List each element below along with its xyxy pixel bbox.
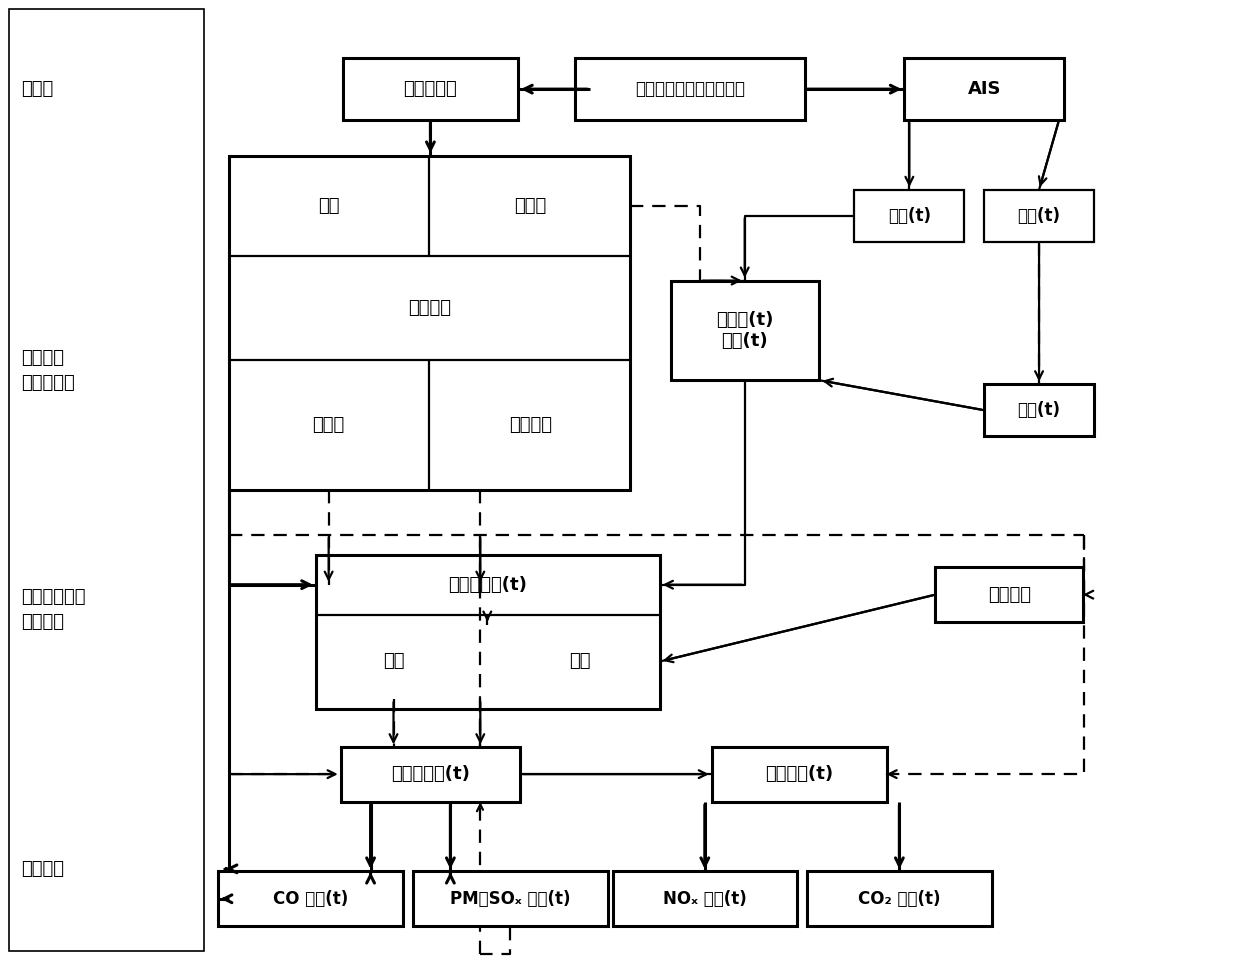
Text: 波浪(t): 波浪(t) [1018, 401, 1060, 420]
Bar [10, 10, 203, 950]
Bar [316, 555, 660, 709]
Bar [507, 624, 652, 699]
Text: 位置(t): 位置(t) [1018, 206, 1060, 225]
Bar [985, 190, 1094, 242]
Bar [435, 166, 625, 246]
Text: 燃料类型: 燃料类型 [508, 416, 552, 434]
Text: NOₓ 排放(t): NOₓ 排放(t) [663, 890, 746, 908]
Bar [234, 372, 423, 477]
Text: 海事、航道、港口等部门: 海事、航道、港口等部门 [635, 80, 745, 98]
Bar [854, 190, 965, 242]
Text: 发动机状态及
燃油消耗: 发动机状态及 燃油消耗 [21, 588, 86, 631]
Bar [413, 872, 608, 926]
Bar [935, 567, 1083, 622]
Text: PM和SOₓ 排放(t): PM和SOₓ 排放(t) [450, 890, 570, 908]
Text: 辅机: 辅机 [569, 653, 590, 670]
Text: CO₂ 排放(t): CO₂ 排放(t) [858, 890, 941, 908]
Text: 发动机负载(t): 发动机负载(t) [391, 765, 470, 783]
Bar [218, 872, 403, 926]
Text: AIS: AIS [967, 80, 1001, 98]
Text: 数据源: 数据源 [21, 80, 53, 98]
Text: 速度(t): 速度(t) [888, 206, 931, 225]
Text: 大气排放: 大气排放 [21, 860, 64, 877]
Bar [671, 280, 818, 380]
Bar [343, 59, 518, 120]
Bar [234, 166, 423, 246]
Text: 主机: 主机 [383, 653, 404, 670]
Bar [985, 384, 1094, 436]
Text: 螺旋桨: 螺旋桨 [515, 197, 547, 215]
Bar [435, 372, 625, 477]
Text: 燃油消耗(t): 燃油消耗(t) [765, 765, 833, 783]
Bar [321, 624, 466, 699]
Text: 发动机功率(t): 发动机功率(t) [448, 576, 527, 593]
Bar [613, 872, 797, 926]
Bar [712, 747, 887, 802]
Text: 摩擦力(t)
阻力(t): 摩擦力(t) 阻力(t) [715, 311, 774, 349]
Bar [575, 59, 805, 120]
Text: 船舶数据库: 船舶数据库 [403, 80, 458, 98]
Text: CO 排放(t): CO 排放(t) [273, 890, 348, 908]
Bar [904, 59, 1064, 120]
Bar [229, 156, 630, 490]
Text: 船型: 船型 [317, 197, 340, 215]
Bar [807, 872, 992, 926]
Text: 船舶参数: 船舶参数 [408, 300, 451, 318]
Text: 船舶工况: 船舶工况 [987, 586, 1030, 604]
Text: 船舶参数
及动力需求: 船舶参数 及动力需求 [21, 348, 76, 392]
Text: 发动机: 发动机 [312, 416, 345, 434]
Bar [341, 747, 521, 802]
